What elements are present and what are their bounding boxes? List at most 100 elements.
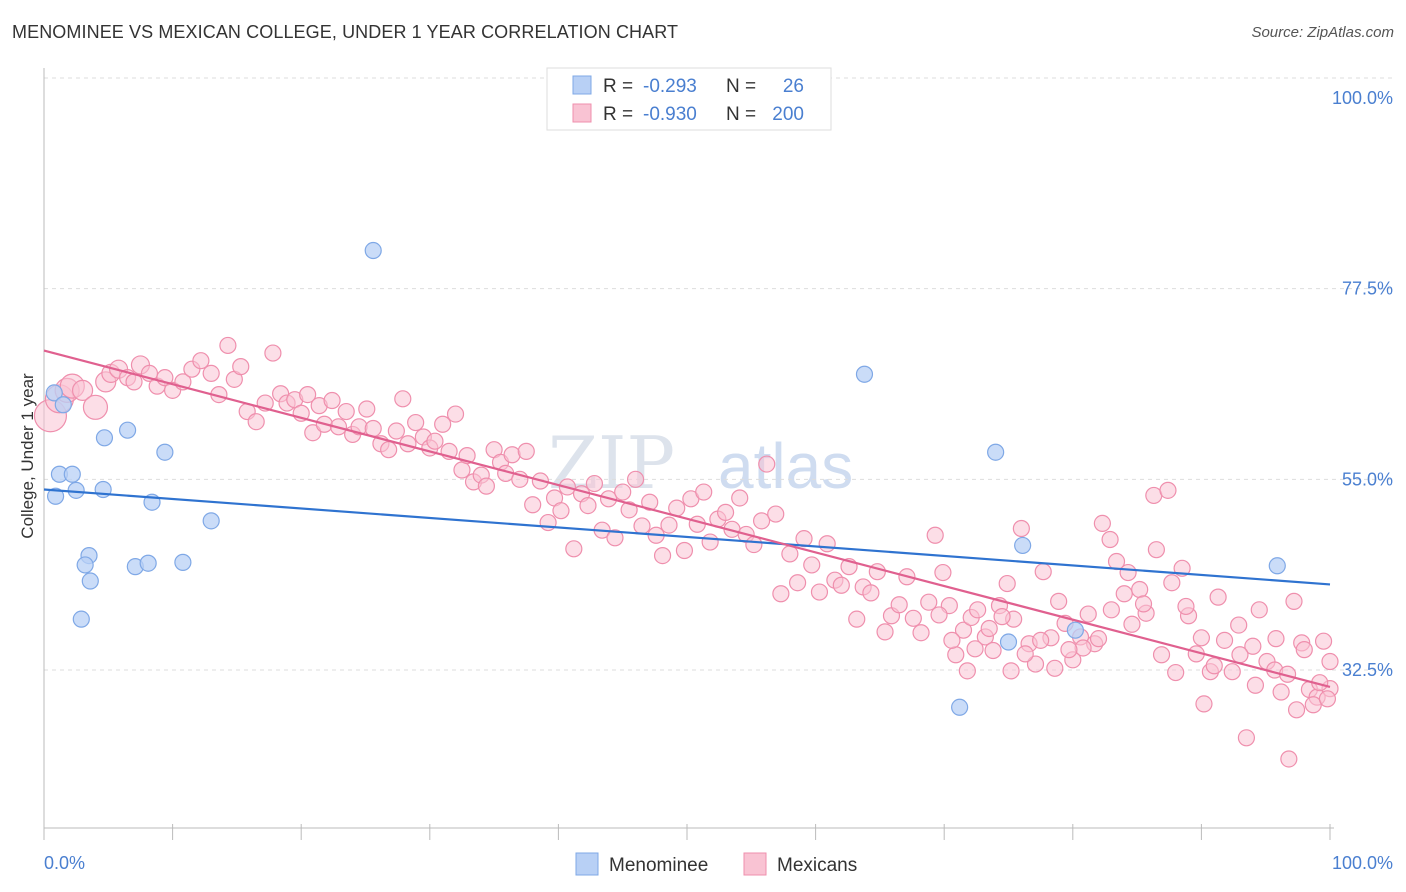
chart-title: MENOMINEE VS MEXICAN COLLEGE, UNDER 1 YE… bbox=[12, 22, 679, 42]
menominee-point bbox=[76, 556, 94, 574]
mexicans-point bbox=[848, 610, 866, 628]
mexicans-point bbox=[1159, 481, 1177, 499]
mexicans-point bbox=[1231, 646, 1249, 664]
mexicans-point bbox=[1034, 563, 1052, 581]
y-tick-label: 100.0% bbox=[1332, 88, 1393, 108]
x-tick-label-right: 100.0% bbox=[1332, 853, 1393, 873]
menominee-point bbox=[202, 512, 220, 530]
mexicans-point bbox=[299, 385, 317, 404]
mexicans-point bbox=[1079, 605, 1097, 623]
mexicans-point bbox=[1131, 580, 1149, 599]
menominee-point bbox=[45, 384, 63, 402]
mexicans-point bbox=[1119, 563, 1137, 582]
mexicans-point bbox=[1244, 637, 1262, 655]
menominee-point bbox=[174, 553, 192, 571]
trend-line-menominee bbox=[43, 488, 1331, 586]
y-tick-labels: 100.0% 77.5% 55.0% 32.5% bbox=[1332, 88, 1393, 680]
mexicans-point bbox=[641, 493, 659, 511]
mexicans-point bbox=[998, 574, 1016, 593]
mexicans-point bbox=[407, 413, 425, 432]
mexicans-point bbox=[524, 496, 542, 514]
mexicans-point bbox=[660, 516, 678, 534]
mexicans-point bbox=[446, 405, 465, 423]
mexicans-point bbox=[803, 556, 821, 574]
mexicans-point bbox=[1295, 641, 1313, 659]
menominee-point bbox=[118, 421, 137, 439]
menominee-point bbox=[156, 443, 174, 461]
mexicans-point bbox=[503, 446, 521, 464]
mexicans-point bbox=[1002, 662, 1020, 680]
series-legend-label-menominee: Menominee bbox=[609, 855, 708, 876]
mexicans-point bbox=[716, 503, 735, 521]
mexicans-point bbox=[1123, 615, 1141, 633]
mexicans-point bbox=[247, 413, 265, 431]
mexicans-point bbox=[1093, 514, 1111, 532]
mexicans-point bbox=[876, 623, 894, 641]
mexicans-point bbox=[1250, 601, 1268, 619]
mexicans-point bbox=[752, 512, 771, 530]
menominee-point bbox=[1066, 621, 1084, 639]
mexicans-point bbox=[926, 526, 944, 544]
mexicans-point bbox=[758, 455, 776, 473]
mexicans-point bbox=[1115, 585, 1133, 603]
mexicans-point bbox=[653, 546, 672, 565]
mexicans-point bbox=[810, 583, 829, 601]
mexicans-point bbox=[1163, 574, 1181, 592]
mexicans-point bbox=[695, 483, 713, 501]
menominee-point bbox=[81, 572, 99, 590]
mexicans-point bbox=[633, 517, 651, 535]
mexicans-point bbox=[1318, 690, 1337, 708]
mexicans-point bbox=[387, 422, 405, 440]
mexicans-point bbox=[1287, 701, 1306, 719]
menominee-point bbox=[951, 698, 969, 716]
mexicans-point bbox=[82, 394, 109, 420]
mexicans-point bbox=[934, 563, 952, 582]
mexicans-point bbox=[1246, 676, 1265, 694]
mexicans-point bbox=[954, 621, 973, 639]
mexicans-point bbox=[517, 442, 535, 460]
mexicans-point bbox=[1267, 630, 1285, 648]
menominee-point bbox=[46, 487, 65, 505]
stats-legend-box bbox=[546, 67, 832, 131]
mexicans-point bbox=[1272, 683, 1290, 701]
mexicans-point bbox=[1016, 645, 1034, 663]
mexicans-point bbox=[1215, 631, 1234, 649]
mexicans-point bbox=[1223, 663, 1241, 681]
mexicans-point bbox=[818, 535, 836, 553]
series-menominee bbox=[45, 241, 1286, 716]
mexicans-point bbox=[380, 441, 398, 459]
series-legend-swatch-mexicans bbox=[743, 852, 767, 876]
mexicans-point bbox=[426, 432, 444, 450]
mexicans-point bbox=[1230, 616, 1248, 634]
menominee-point bbox=[54, 396, 72, 414]
gridlines bbox=[44, 77, 1394, 671]
mexicans-point bbox=[232, 358, 250, 376]
mexicans-point bbox=[731, 489, 749, 507]
menominee-point bbox=[855, 365, 874, 383]
mexicans-point bbox=[930, 606, 948, 624]
stats-legend-r-label-mexicans: R = bbox=[603, 104, 633, 125]
mexicans-point bbox=[788, 574, 807, 592]
source-credit: Source: ZipAtlas.com bbox=[1251, 24, 1394, 41]
stats-legend-n-menominee: 26 bbox=[783, 76, 804, 97]
stats-legend-swatch-mexicans bbox=[572, 103, 592, 123]
mexicans-point bbox=[1089, 630, 1108, 648]
mexicans-point bbox=[1205, 657, 1223, 675]
x-axis-ticks bbox=[43, 824, 1331, 840]
y-axis-title: College, Under 1 year bbox=[18, 373, 37, 539]
mexicans-point bbox=[1195, 695, 1213, 713]
mexicans-point bbox=[434, 415, 452, 433]
mexicans-point bbox=[219, 336, 237, 355]
mexicans-point bbox=[772, 585, 790, 603]
y-tick-label: 55.0% bbox=[1342, 469, 1393, 489]
mexicans-point bbox=[579, 497, 597, 515]
mexicans-point bbox=[1102, 601, 1120, 619]
mexicans-point bbox=[862, 584, 880, 602]
mexicans-point bbox=[1321, 652, 1339, 671]
mexicans-point bbox=[304, 424, 322, 442]
mexicans-point bbox=[1046, 659, 1064, 677]
mexicans-point bbox=[1101, 530, 1119, 549]
stats-legend-r-menominee: -0.293 bbox=[643, 76, 697, 97]
y-tick-label: 77.5% bbox=[1342, 279, 1393, 299]
mexicans-point bbox=[614, 483, 632, 501]
